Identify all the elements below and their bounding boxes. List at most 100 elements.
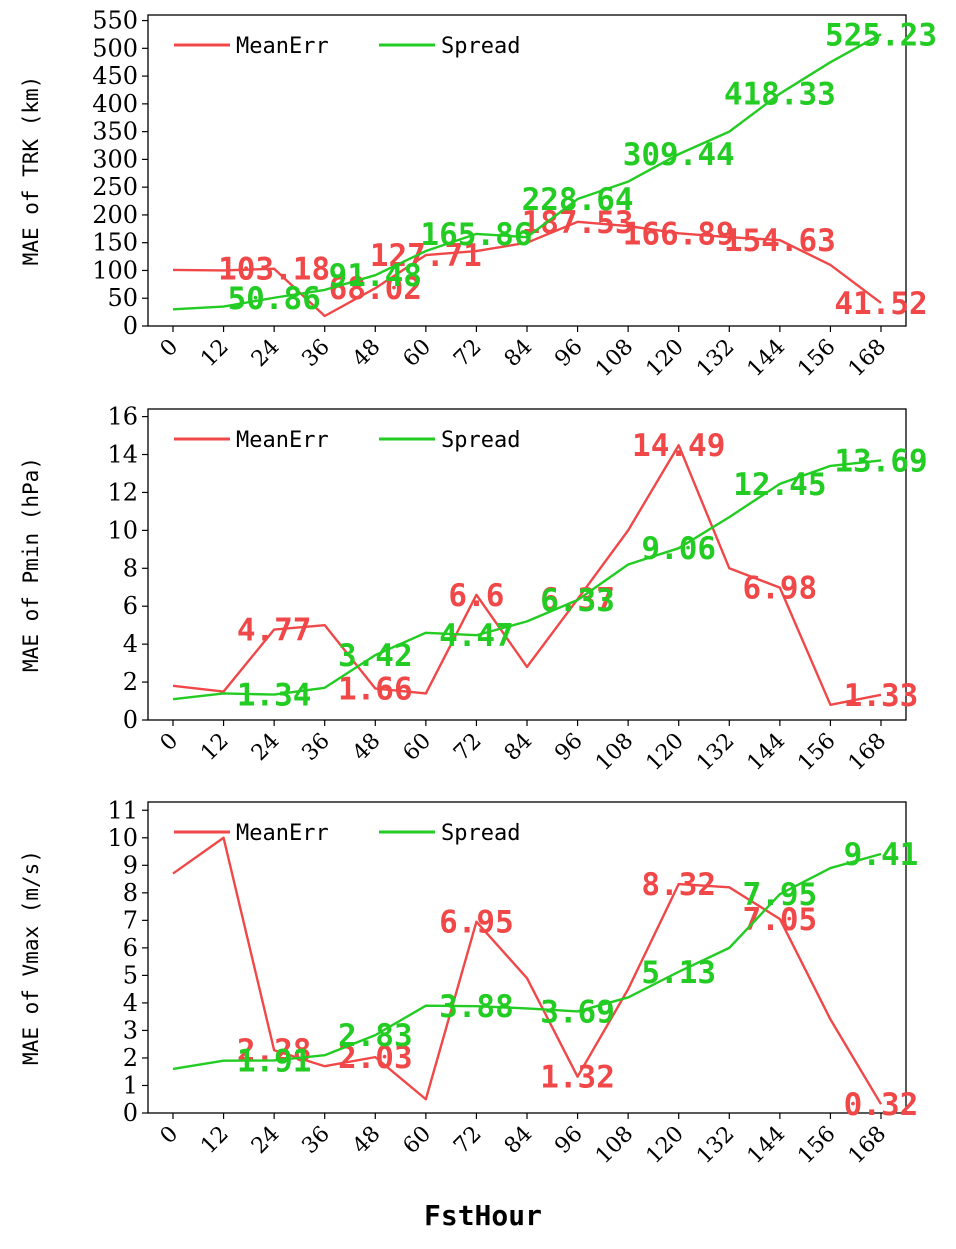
- y-axis-title: MAE of Vmax (m/s): [19, 850, 43, 1065]
- data-label-meanerr: 187.53: [522, 205, 634, 241]
- data-label-spread: 4.47: [439, 618, 514, 654]
- y-tick-label: 150: [92, 229, 138, 257]
- x-tick-label: 144: [743, 335, 790, 382]
- x-tick-label: 96: [550, 729, 587, 766]
- data-label-spread: 9.41: [844, 837, 919, 873]
- data-label-spread: 3.69: [540, 994, 615, 1030]
- data-label-spread: 3.88: [439, 989, 514, 1025]
- y-tick-label: 8: [123, 554, 138, 582]
- data-label-meanerr: 6.6: [448, 578, 504, 614]
- x-tick-label: 108: [591, 729, 638, 776]
- x-tick-label: 0: [156, 729, 184, 757]
- x-tick-label: 36: [297, 335, 334, 372]
- series-line-meanerr: [172, 220, 882, 318]
- series-line-meanerr: [172, 444, 882, 707]
- x-tick-label: 144: [743, 729, 790, 776]
- x-tick-label: 96: [550, 1122, 587, 1159]
- data-label-meanerr: 6.95: [439, 905, 514, 941]
- x-tick-label: 96: [550, 335, 587, 372]
- x-tick-label: 12: [196, 1122, 233, 1159]
- data-label-spread: 6.33: [540, 583, 615, 619]
- data-label-spread: 12.45: [733, 467, 826, 503]
- data-label-spread: 50.86: [227, 281, 320, 317]
- y-tick-label: 400: [92, 90, 138, 118]
- legend-label-meanerr: MeanErr: [236, 428, 329, 453]
- series-line-spread: [172, 459, 882, 701]
- legend-label-meanerr: MeanErr: [236, 34, 329, 59]
- x-tick-label: 156: [793, 335, 840, 382]
- y-tick-label: 0: [123, 312, 138, 340]
- y-tick-label: 300: [92, 145, 138, 173]
- data-label-meanerr: 166.89: [623, 216, 735, 252]
- data-label-spread: 165.86: [420, 217, 532, 253]
- y-tick-label: 2: [123, 1044, 138, 1072]
- y-tick-label: 450: [92, 62, 138, 90]
- x-tick-label: 120: [642, 1122, 689, 1169]
- y-tick-label: 6: [123, 592, 138, 620]
- x-tick-label: 48: [348, 335, 385, 372]
- x-tick-label: 12: [196, 335, 233, 372]
- y-tick-label: 11: [107, 796, 138, 824]
- x-tick-label: 60: [399, 729, 436, 766]
- y-tick-label: 10: [107, 516, 138, 544]
- plot-frame: [147, 408, 907, 721]
- y-tick-label: 8: [123, 879, 138, 907]
- data-label-spread: 309.44: [623, 137, 735, 173]
- y-tick-label: 9: [123, 851, 138, 879]
- series-line-spread: [172, 852, 882, 1071]
- y-tick-label: 500: [92, 34, 138, 62]
- y-tick-label: 10: [107, 824, 138, 852]
- x-tick-label: 72: [449, 1122, 486, 1159]
- y-tick-label: 6: [123, 934, 138, 962]
- data-label-spread: 1.34: [237, 678, 312, 714]
- x-tick-label: 156: [793, 1122, 840, 1169]
- x-tick-label: 168: [844, 729, 891, 776]
- x-tick-label: 60: [399, 335, 436, 372]
- x-tick-label: 120: [642, 729, 689, 776]
- x-tick-label: 132: [692, 1122, 739, 1169]
- x-tick-label: 0: [156, 335, 184, 363]
- data-label-spread: 9.06: [641, 531, 716, 567]
- x-tick-label: 132: [692, 729, 739, 776]
- x-tick-label: 48: [348, 729, 385, 766]
- x-tick-label: 36: [297, 729, 334, 766]
- y-tick-label: 100: [92, 256, 138, 284]
- data-label-spread: 5.13: [641, 955, 716, 991]
- y-tick-label: 4: [123, 989, 138, 1017]
- y-tick-label: 50: [107, 284, 138, 312]
- data-label-meanerr: 41.52: [834, 286, 927, 322]
- data-label-meanerr: 14.49: [632, 428, 725, 464]
- data-label-spread: 228.64: [522, 182, 634, 218]
- data-label-spread: 3.42: [338, 638, 413, 674]
- data-label-spread: 91.48: [329, 258, 422, 294]
- x-tick-label: 72: [449, 729, 486, 766]
- y-tick-label: 5: [123, 961, 138, 989]
- y-tick-label: 350: [92, 118, 138, 146]
- data-label-meanerr: 2.28: [237, 1033, 312, 1069]
- series-line-spread: [172, 33, 882, 311]
- x-tick-label: 72: [449, 335, 486, 372]
- x-tick-label: 60: [399, 1122, 436, 1159]
- y-tick-label: 4: [123, 630, 138, 658]
- data-label-meanerr: 1.33: [844, 678, 919, 714]
- y-tick-label: 250: [92, 173, 138, 201]
- y-tick-label: 550: [92, 7, 138, 35]
- x-tick-label: 24: [247, 335, 284, 372]
- legend-label-spread: Spread: [441, 821, 520, 846]
- x-axis-title: FstHour: [424, 1199, 542, 1232]
- x-tick-label: 36: [297, 1122, 334, 1159]
- x-tick-label: 24: [247, 1122, 284, 1159]
- y-tick-label: 2: [123, 668, 138, 696]
- y-tick-label: 16: [107, 403, 138, 431]
- data-label-spread: 1.91: [237, 1043, 312, 1079]
- data-label-meanerr: 8.32: [641, 867, 716, 903]
- x-tick-label: 0: [156, 1122, 184, 1150]
- series-line-meanerr: [172, 836, 883, 1105]
- data-label-meanerr: 6.98: [743, 571, 818, 607]
- data-label-meanerr: 1.66: [338, 672, 413, 708]
- x-tick-label: 120: [642, 335, 689, 382]
- legend-label-meanerr: MeanErr: [236, 821, 329, 846]
